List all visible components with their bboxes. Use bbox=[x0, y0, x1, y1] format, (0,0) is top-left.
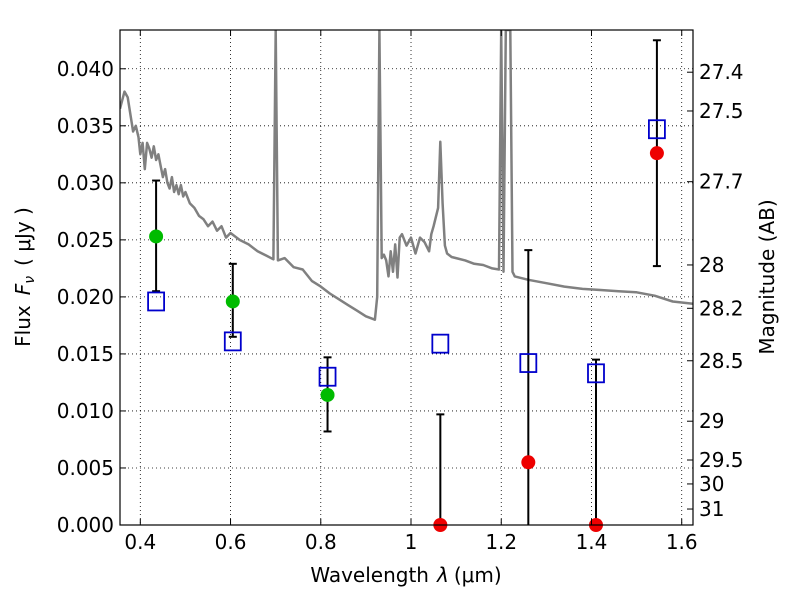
x-tick-label: 0.4 bbox=[124, 530, 156, 554]
marker-layer bbox=[147, 119, 666, 532]
square-marker bbox=[147, 291, 165, 312]
right-tick-label: 28.2 bbox=[699, 296, 744, 320]
square-marker bbox=[318, 366, 337, 387]
y-tick-label: 0.040 bbox=[57, 57, 114, 81]
x-tick-label: 1.2 bbox=[485, 530, 517, 554]
grid bbox=[120, 30, 693, 525]
model-spectrum-layer bbox=[120, 30, 693, 321]
right-tick-label: 27.5 bbox=[699, 99, 744, 123]
y-tick-label: 0.010 bbox=[57, 399, 114, 423]
x-tick-label: 0.6 bbox=[215, 530, 247, 554]
right-tick-label: 31 bbox=[699, 497, 724, 521]
y-tick-label: 0.000 bbox=[57, 513, 114, 537]
circle-marker bbox=[149, 229, 164, 244]
right-tick-label: 27.4 bbox=[699, 60, 744, 84]
x-axis-label: Wavelength λ (μm) bbox=[310, 563, 501, 587]
square-marker bbox=[648, 119, 666, 140]
right-tick-label: 28.5 bbox=[699, 349, 744, 373]
square-marker bbox=[431, 333, 450, 354]
y-tick-label: 0.005 bbox=[57, 456, 114, 480]
axis-ticks: 0.4 0.6 0.8 1 1.2 1.4 1.6 0.000 0.005 0.010 0.015 0… bbox=[57, 30, 744, 554]
y-tick-label: 0.015 bbox=[57, 342, 114, 366]
right-tick-label: 29 bbox=[699, 409, 724, 433]
errorbar-layer bbox=[152, 39, 661, 525]
square-marker bbox=[519, 353, 538, 373]
x-tick-label: 1 bbox=[405, 530, 418, 554]
square-marker bbox=[223, 331, 242, 352]
right-tick-label: 27.7 bbox=[699, 170, 744, 194]
plot-area bbox=[120, 30, 693, 525]
right-tick-label: 28 bbox=[699, 253, 724, 277]
y-axis-label: FluxFν( μJy ) bbox=[11, 207, 38, 347]
y-tick-label: 0.035 bbox=[57, 114, 114, 138]
y-tick-label: 0.020 bbox=[57, 285, 114, 309]
right-axis-label: Magnitude (AB) bbox=[755, 199, 779, 354]
circle-marker bbox=[225, 294, 240, 309]
x-tick-label: 0.8 bbox=[305, 530, 337, 554]
circle-marker bbox=[521, 455, 536, 470]
y-tick-label: 0.030 bbox=[57, 171, 114, 195]
square-marker bbox=[587, 363, 605, 384]
plot-frame bbox=[119, 29, 694, 526]
y-tick-label: 0.025 bbox=[57, 228, 114, 252]
circle-marker bbox=[320, 387, 335, 402]
right-tick-label: 29.5 bbox=[699, 448, 744, 472]
circle-marker bbox=[649, 146, 664, 161]
model-spectrum-line bbox=[120, 30, 693, 321]
right-tick-label: 30 bbox=[699, 472, 724, 496]
x-tick-label: 1.6 bbox=[666, 530, 698, 554]
x-tick-label: 1.4 bbox=[576, 530, 608, 554]
